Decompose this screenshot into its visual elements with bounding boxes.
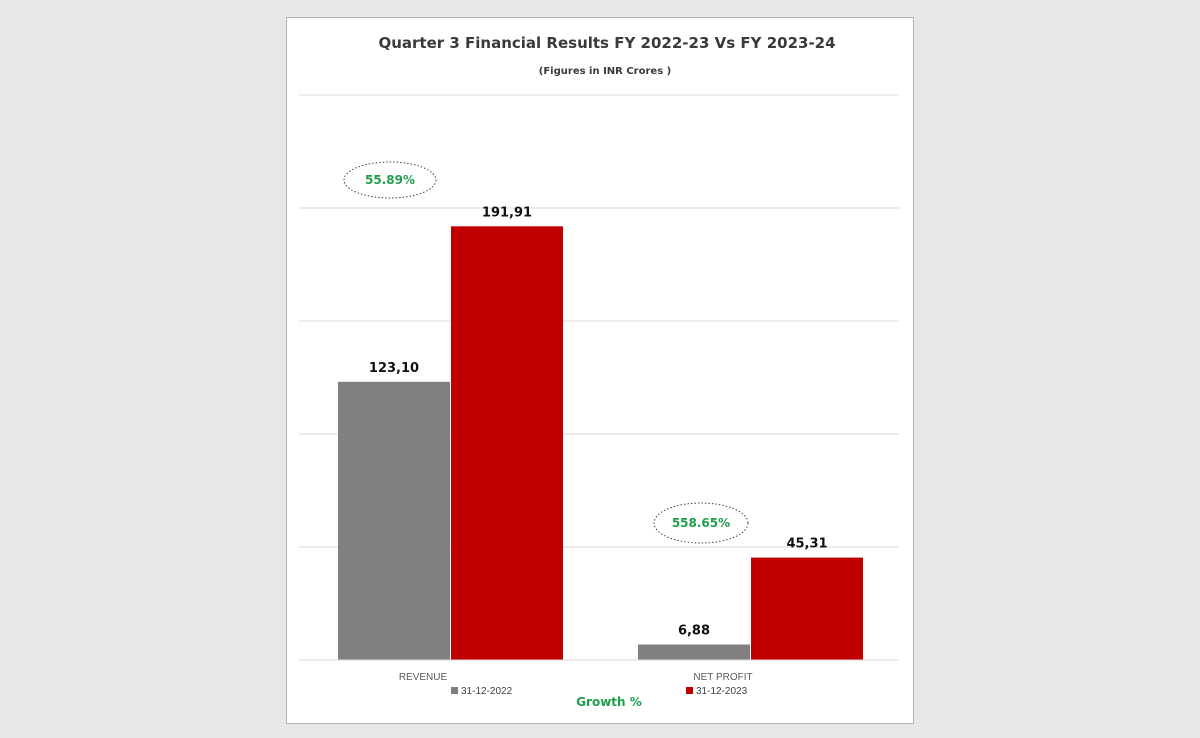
- chart-title: Quarter 3 Financial Results FY 2022-23 V…: [378, 34, 835, 52]
- bar-revenue-2023: [451, 226, 563, 661]
- data-label-net-profit-2022: 6,88: [678, 623, 710, 638]
- legend-label-2023: 31-12-2023: [696, 686, 748, 697]
- growth-callout-net-profit: [653, 502, 749, 544]
- bar-net-profit-2023: [751, 557, 863, 660]
- data-label-net-profit-2023: 45,31: [786, 537, 827, 552]
- chart-subtitle: (Figures in INR Crores ): [539, 66, 671, 77]
- legend-swatch-2023: [686, 687, 693, 694]
- legend-growth-label: Growth %: [576, 695, 642, 709]
- chart-svg: Quarter 3 Financial Results FY 2022-23 V…: [299, 34, 899, 709]
- legend-swatch-2022: [451, 687, 458, 694]
- data-label-revenue-2023: 191,91: [482, 205, 532, 220]
- data-label-revenue-2022: 123,10: [369, 361, 419, 376]
- bar-net-profit-2022: [638, 644, 750, 660]
- growth-callout-revenue: [343, 161, 437, 199]
- growth-label-net-profit: 558.65%: [672, 516, 730, 530]
- category-label-revenue: REVENUE: [399, 672, 448, 683]
- bar-revenue-2022: [338, 381, 450, 660]
- category-label-net-profit: NET PROFIT: [693, 672, 752, 683]
- legend-label-2022: 31-12-2022: [461, 686, 513, 697]
- chart-card: Quarter 3 Financial Results FY 2022-23 V…: [286, 17, 914, 724]
- growth-label-revenue: 55.89%: [365, 173, 415, 187]
